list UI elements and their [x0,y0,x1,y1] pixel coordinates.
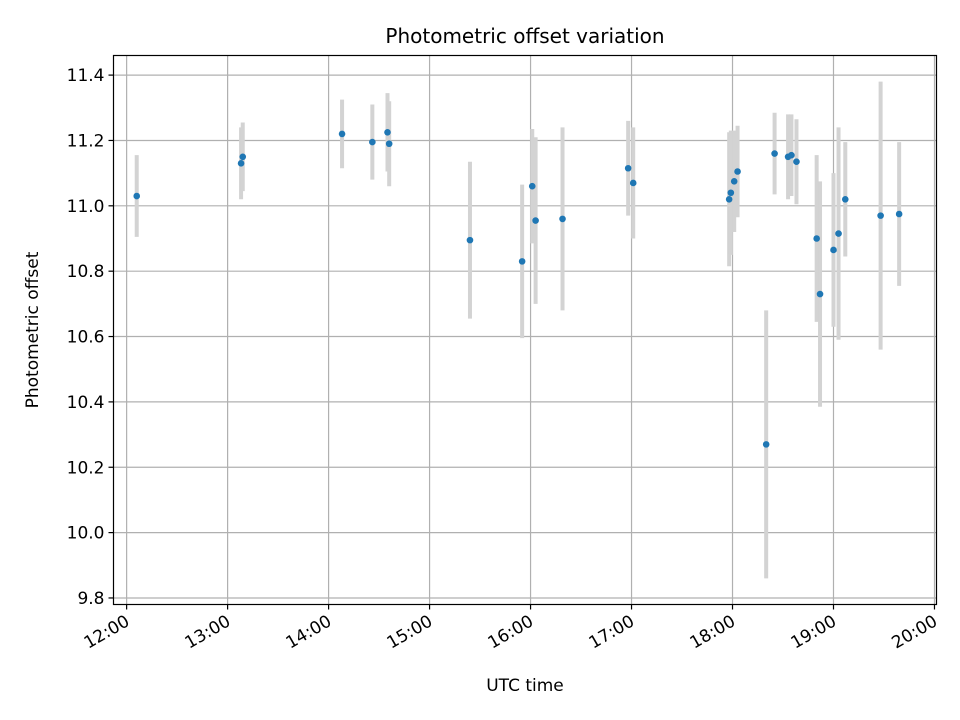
plot-frame [112,54,938,606]
data-points [133,128,903,448]
data-point-19 [771,150,778,157]
data-point-18 [762,441,770,448]
y-tick-label-4: 10.6 [67,328,105,348]
data-point-6 [385,140,393,148]
chart-title: Photometric offset variation [385,24,664,48]
y-tick-label-7: 11.2 [67,131,105,151]
y-tick-label-6: 11.0 [67,197,105,217]
data-point-27 [841,195,849,203]
data-point-4 [369,138,376,146]
data-point-29 [895,210,903,218]
data-point-21 [788,151,795,159]
y-tick-label-2: 10.2 [67,458,105,478]
y-tick-label-3: 10.4 [67,393,105,413]
data-point-7 [466,236,474,244]
data-point-22 [793,158,800,166]
data-point-0 [133,192,141,200]
data-point-26 [835,230,842,237]
data-point-24 [816,290,824,298]
data-point-15 [727,189,735,197]
y-tick-label-8: 11.4 [67,66,105,86]
y-tick-label-0: 9.8 [77,589,104,609]
data-point-9 [528,182,536,190]
x-axis-label: UTC time [486,676,564,696]
data-point-10 [532,217,539,224]
data-point-3 [338,130,346,138]
y-tick-label-1: 10.0 [67,524,105,544]
data-point-2 [239,153,247,161]
data-point-23 [813,235,820,242]
data-point-25 [830,246,837,254]
data-point-11 [559,215,566,223]
data-point-16 [730,178,738,185]
data-point-5 [384,128,391,136]
data-point-28 [877,212,884,219]
data-point-13 [629,179,637,187]
data-point-17 [734,168,741,175]
data-point-14 [725,195,733,203]
data-point-8 [518,258,526,265]
data-point-1 [237,160,245,167]
data-point-12 [624,164,632,172]
y-axis-ticks: 9.8 10.0 10.2 10.4 10.6 10.8 11.0 11.2 11.4 [67,66,114,609]
y-axis-label: Photometric offset [23,251,43,408]
y-tick-label-5: 10.8 [67,262,105,282]
